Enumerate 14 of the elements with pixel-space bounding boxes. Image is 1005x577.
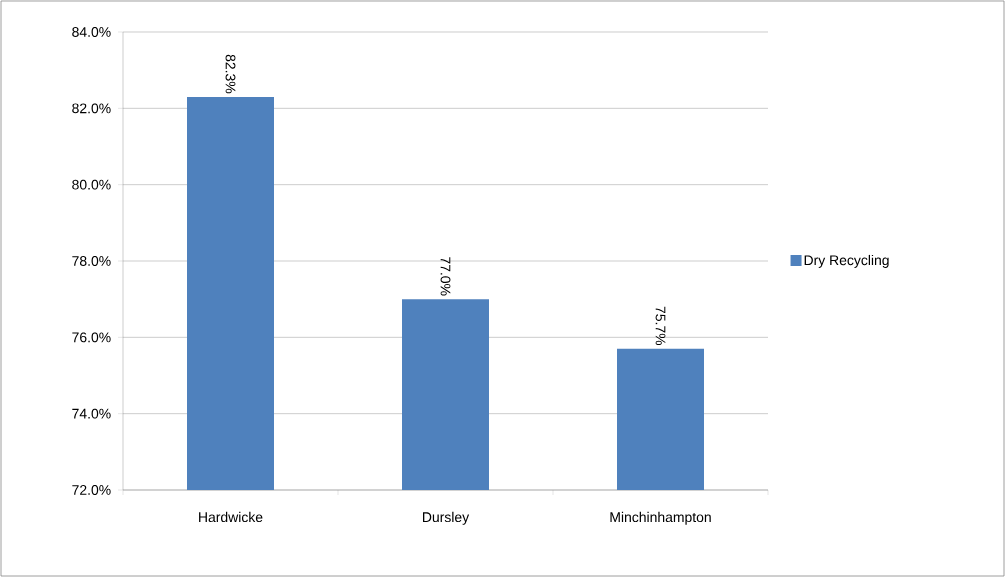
x-tick-label: Minchinhampton <box>610 511 711 525</box>
y-tick-label: 78.0% <box>72 256 111 266</box>
y-tick-label: 74.0% <box>72 408 111 419</box>
y-tick-label: 80.0% <box>72 179 111 190</box>
data-label: 77.0% <box>440 257 451 296</box>
data-label: 75.7% <box>655 306 666 346</box>
y-tick-label: 82.0% <box>72 103 111 114</box>
y-tick-label: 84.0% <box>72 27 111 37</box>
x-tick-label: Hardwicke <box>199 511 263 523</box>
y-tick-label: 72.0% <box>72 485 111 495</box>
y-tick-label: 76.0% <box>72 332 111 343</box>
legend-label: Dry Recycling <box>804 254 889 268</box>
data-label: 82.3% <box>225 54 236 94</box>
x-tick-label: Dursley <box>423 511 470 525</box>
